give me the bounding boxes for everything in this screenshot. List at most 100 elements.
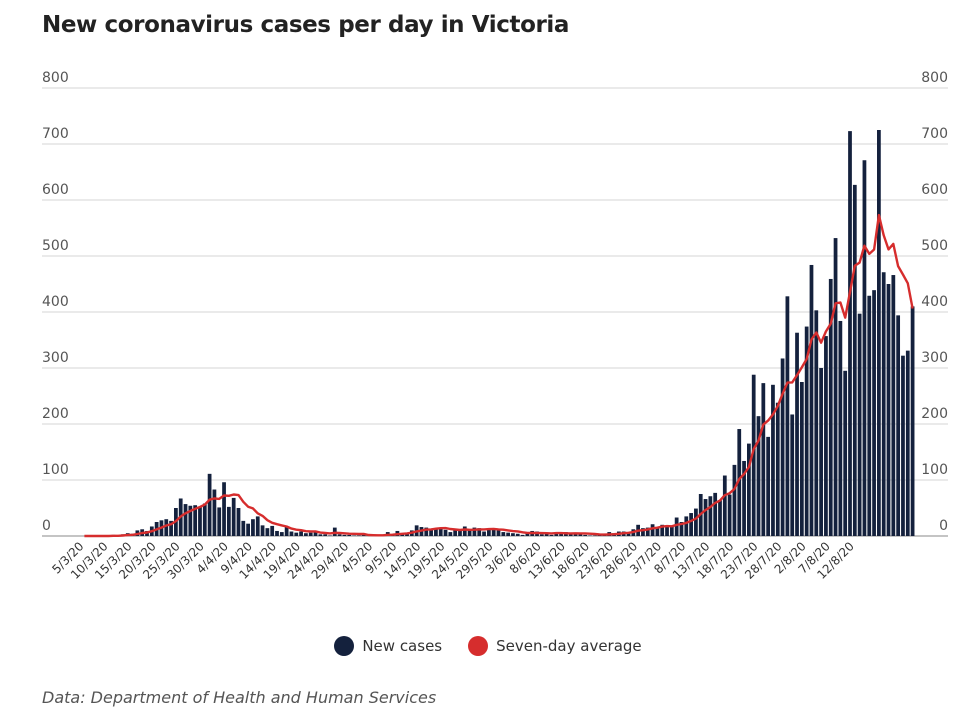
bar-new-cases <box>804 326 809 536</box>
y-axis-right: 0 100 200 300 400 500 600 700 800 <box>921 70 948 534</box>
y-tick-left-600: 600 <box>42 182 69 198</box>
bar-new-cases <box>799 382 804 536</box>
bar-new-cases <box>164 519 169 536</box>
bar-new-cases <box>217 507 222 536</box>
y-tick-right-100: 100 <box>921 462 948 478</box>
bar-new-cases <box>544 533 549 536</box>
y-axis-left: 0 100 200 300 400 500 600 700 800 <box>42 70 69 534</box>
bar-new-cases <box>848 131 852 536</box>
bar-new-cases <box>448 532 453 536</box>
y-tick-left-400: 400 <box>42 294 69 310</box>
bar-new-cases <box>222 482 226 536</box>
bar-new-cases <box>467 530 472 536</box>
bar-new-cases <box>737 429 742 536</box>
bar-new-cases <box>231 497 236 536</box>
seven-day-average-swatch <box>468 636 489 656</box>
bar-new-cases <box>193 505 198 536</box>
bar-new-cases <box>713 492 718 536</box>
bar-new-cases <box>718 500 722 536</box>
bar-new-cases <box>356 535 361 536</box>
bar-new-cases <box>775 402 780 536</box>
bar-new-cases <box>337 534 342 536</box>
bar-new-cases <box>434 528 438 536</box>
bar-new-cases <box>891 275 896 536</box>
bar-new-cases <box>318 534 323 536</box>
bar-new-cases <box>496 530 501 536</box>
bar-new-cases <box>703 499 708 536</box>
legend-label-new-cases: New cases <box>362 637 443 655</box>
bar-new-cases <box>251 519 255 536</box>
bar-new-cases <box>645 527 650 536</box>
bar-new-cases <box>747 443 751 536</box>
bar-new-cases <box>361 534 366 536</box>
bar-new-cases <box>896 315 901 536</box>
bar-new-cases <box>881 272 886 536</box>
bar-new-cases <box>539 534 544 536</box>
bar-new-cases <box>511 533 515 536</box>
bar-new-cases <box>828 278 833 536</box>
bar-new-cases <box>554 533 559 536</box>
bars-new-cases <box>111 130 915 537</box>
y-tick-right-200: 200 <box>921 406 948 422</box>
bar-new-cases <box>198 506 202 536</box>
bar-new-cases <box>294 532 299 536</box>
bar-new-cases <box>795 332 799 536</box>
bar-new-cases <box>722 475 727 536</box>
y-tick-left-100: 100 <box>42 462 69 478</box>
gridlines <box>42 87 948 537</box>
bar-new-cases <box>284 526 289 536</box>
bar-new-cases <box>424 527 429 536</box>
bar-new-cases <box>852 184 857 536</box>
bar-new-cases <box>689 513 693 536</box>
y-tick-left-700: 700 <box>42 126 69 142</box>
bar-new-cases <box>188 505 193 536</box>
bar-new-cases <box>578 534 583 536</box>
bar-new-cases <box>549 534 554 536</box>
bar-new-cases <box>299 531 303 536</box>
bar-new-cases <box>260 525 265 536</box>
bar-new-cases <box>212 489 217 536</box>
y-tick-right-700: 700 <box>921 126 948 142</box>
bar-new-cases <box>790 414 795 536</box>
bar-new-cases <box>525 533 530 536</box>
bar-new-cases <box>265 528 270 536</box>
bar-new-cases <box>669 526 674 536</box>
y-tick-left-800: 800 <box>42 70 69 86</box>
y-tick-left-300: 300 <box>42 350 69 366</box>
y-tick-left-0: 0 <box>42 518 51 534</box>
bar-new-cases <box>626 532 631 536</box>
bar-new-cases <box>785 296 790 536</box>
bar-new-cases <box>910 306 915 536</box>
bar-new-cases <box>867 295 872 536</box>
legend: New cases Seven-day average <box>0 636 976 656</box>
y-tick-right-400: 400 <box>921 294 948 310</box>
bar-new-cases <box>304 533 308 536</box>
bar-new-cases <box>824 336 828 536</box>
chart-title: New coronavirus cases per day in Victori… <box>42 12 570 38</box>
bar-new-cases <box>515 533 520 536</box>
bar-new-cases <box>255 516 260 536</box>
bar-new-cases <box>520 534 525 536</box>
bar-new-cases <box>308 532 313 536</box>
bar-new-cases <box>886 284 891 536</box>
bar-new-cases <box>766 436 771 536</box>
y-tick-right-300: 300 <box>921 350 948 366</box>
bar-new-cases <box>573 533 578 536</box>
bar-new-cases <box>323 534 328 536</box>
bar-new-cases <box>429 529 433 536</box>
bar-new-cases <box>289 531 294 536</box>
bar-new-cases <box>694 508 698 536</box>
new-cases-swatch <box>334 636 355 656</box>
bar-new-cases <box>342 534 347 536</box>
bar-new-cases <box>588 535 592 536</box>
bar-new-cases <box>443 529 448 536</box>
bar-new-cases <box>472 527 477 536</box>
bar-new-cases <box>169 520 173 536</box>
bar-new-cases <box>727 494 732 536</box>
bar-new-cases <box>583 534 588 536</box>
y-tick-right-600: 600 <box>921 182 948 198</box>
legend-item-seven-day-average: Seven-day average <box>468 636 642 656</box>
bar-new-cases <box>183 504 188 536</box>
bar-new-cases <box>862 160 867 537</box>
bar-new-cases <box>246 523 250 536</box>
